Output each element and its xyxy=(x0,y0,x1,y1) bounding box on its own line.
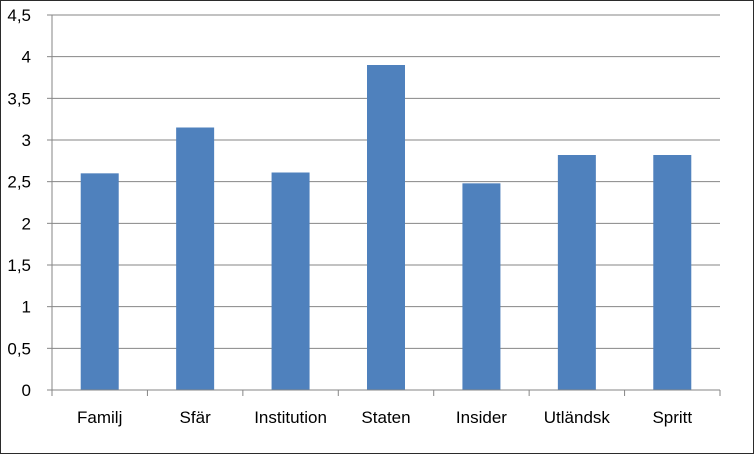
y-tick-label: 0,5 xyxy=(7,339,31,358)
bar-utländsk xyxy=(557,155,596,390)
bar-spritt xyxy=(653,155,692,390)
x-category-label: Institution xyxy=(254,408,327,427)
x-category-label: Familj xyxy=(77,408,122,427)
y-tick-label: 1 xyxy=(22,298,31,317)
bar-sfär xyxy=(176,127,215,390)
y-tick-label: 2 xyxy=(22,214,31,233)
y-axis-tick-labels: 0 0,5 1 1,5 2 2,5 3 3,5 4 4,5 xyxy=(7,6,31,400)
x-category-label: Insider xyxy=(456,408,507,427)
axes xyxy=(47,14,721,396)
y-tick-label: 3 xyxy=(22,131,31,150)
y-tick-label: 1,5 xyxy=(7,256,31,275)
x-category-label: Spritt xyxy=(652,408,692,427)
bar-familj xyxy=(80,173,119,390)
x-category-label: Staten xyxy=(361,408,410,427)
y-tick-label: 3,5 xyxy=(7,89,31,108)
bar-staten xyxy=(367,65,405,390)
x-category-label: Utländsk xyxy=(544,408,611,427)
bar-institution xyxy=(271,172,310,390)
bars xyxy=(80,65,692,390)
bar-insider xyxy=(462,183,501,390)
y-tick-label: 4,5 xyxy=(7,6,31,25)
y-tick-label: 0 xyxy=(22,381,31,400)
y-tick-label: 2,5 xyxy=(7,173,31,192)
x-axis-category-labels: Familj Sfär Institution Staten Insider Utländ… xyxy=(77,408,692,427)
x-category-label: Sfär xyxy=(180,408,212,427)
y-tick-label: 4 xyxy=(22,48,31,67)
